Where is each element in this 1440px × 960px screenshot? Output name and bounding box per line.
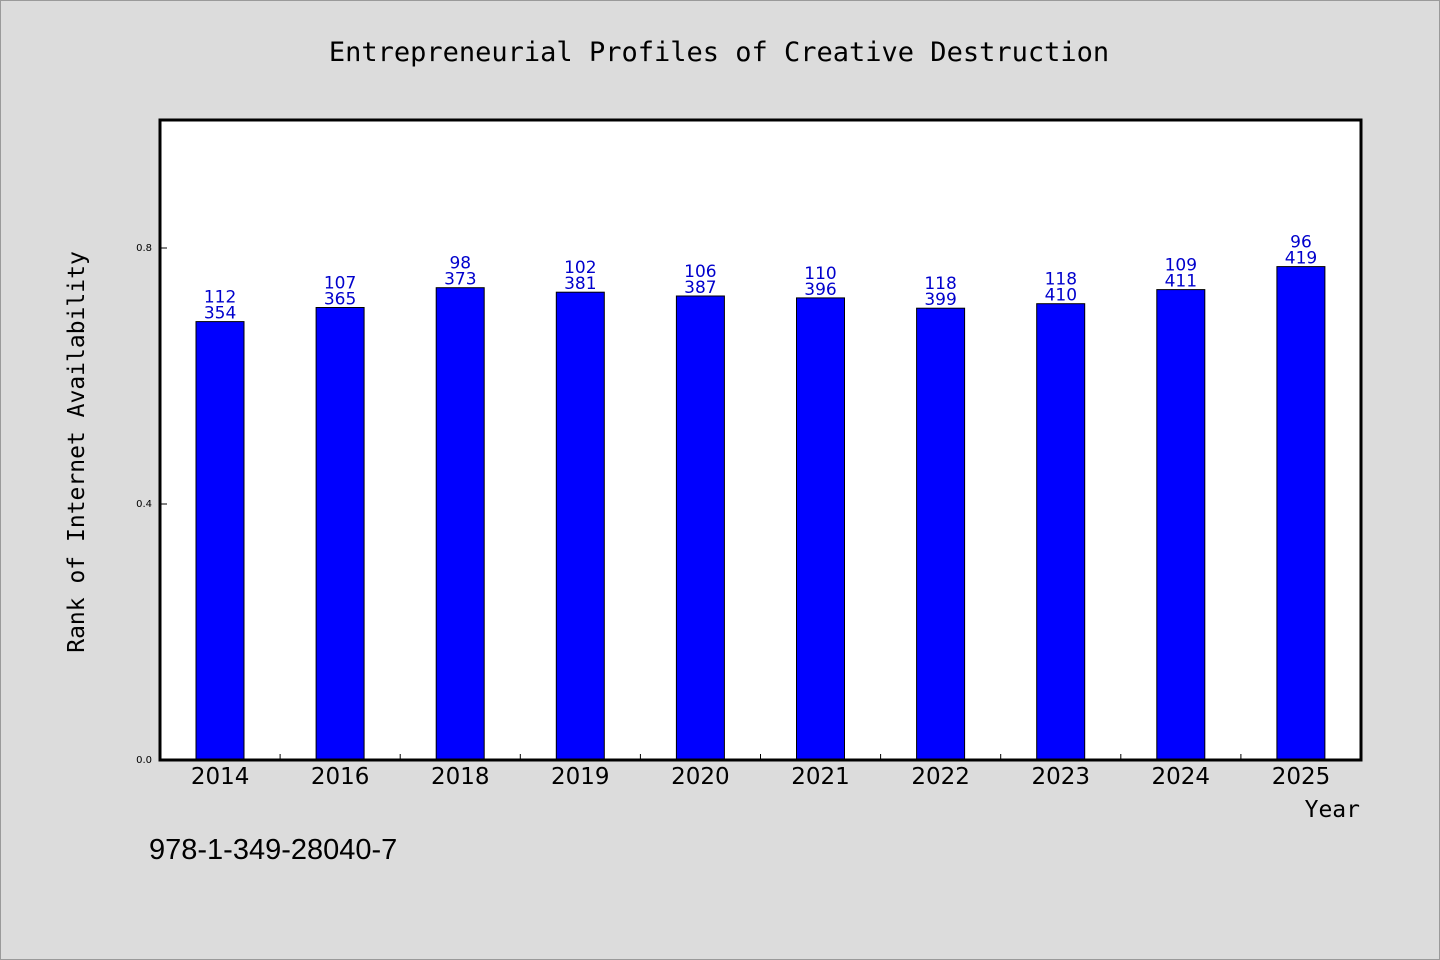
x-axis-label: Year (1305, 797, 1360, 823)
x-tick-label: 2018 (431, 764, 490, 790)
bar-label-top: 118 (924, 274, 956, 294)
bar-2014 (195, 321, 245, 761)
bar-2019 (555, 291, 605, 761)
x-tick-label: 2024 (1152, 764, 1211, 790)
y-tick-label: 0.8 (136, 243, 152, 254)
y-tick-label: 0.4 (136, 499, 152, 510)
bar-label-bottom: 373 (444, 270, 476, 290)
bar-label-top: 102 (564, 258, 596, 278)
bar-label-bottom: 410 (1045, 286, 1077, 306)
chart-title: Entrepreneurial Profiles of Creative Des… (329, 37, 1109, 68)
x-tick-label: 2020 (671, 764, 730, 790)
bar-label-bottom: 419 (1285, 249, 1317, 269)
x-tick-label: 2021 (791, 764, 850, 790)
bar-label-top: 118 (1045, 270, 1077, 290)
isbn-text: 978-1-349-28040-7 (149, 834, 398, 866)
bar-2025 (1276, 266, 1326, 761)
bar-2024 (1156, 289, 1206, 761)
x-tick-label: 2016 (311, 764, 370, 790)
bar-2018 (435, 287, 485, 761)
bar-label-top: 107 (324, 274, 356, 294)
x-tick-label: 2025 (1272, 764, 1331, 790)
bar-label-bottom: 365 (324, 290, 356, 310)
bar-label-bottom: 399 (924, 290, 956, 310)
bar-2016 (315, 307, 365, 761)
bar-label-top: 106 (684, 262, 716, 282)
bar-label-bottom: 396 (804, 280, 836, 300)
plot-frame (158, 118, 1363, 762)
bar-2020 (675, 295, 725, 761)
bar-label-top: 96 (1290, 233, 1312, 253)
x-axis-ticks: 2014 2016 2018 2019 2020 2021 2022 2023 2024 2025 (191, 754, 1330, 790)
x-tick-label: 2014 (191, 764, 250, 790)
bar-label-top: 110 (804, 264, 836, 284)
bar-label-top: 109 (1165, 256, 1197, 276)
bar-2023 (1036, 303, 1086, 761)
bar-label-bottom: 411 (1165, 272, 1197, 292)
x-tick-label: 2023 (1032, 764, 1091, 790)
bars (195, 266, 1326, 761)
y-axis-label: Rank of Internet Availability (64, 251, 90, 653)
bar-label-bottom: 387 (684, 278, 716, 298)
bar-label-bottom: 381 (564, 274, 596, 294)
bar-2022 (916, 307, 966, 761)
x-tick-label: 2022 (911, 764, 970, 790)
bar-label-top: 112 (204, 288, 236, 308)
y-tick-label: 0.0 (136, 755, 152, 766)
bar-label-bottom: 354 (204, 304, 236, 324)
x-tick-label: 2019 (551, 764, 610, 790)
bar-2021 (796, 297, 845, 761)
bar-label-top: 98 (449, 254, 471, 274)
